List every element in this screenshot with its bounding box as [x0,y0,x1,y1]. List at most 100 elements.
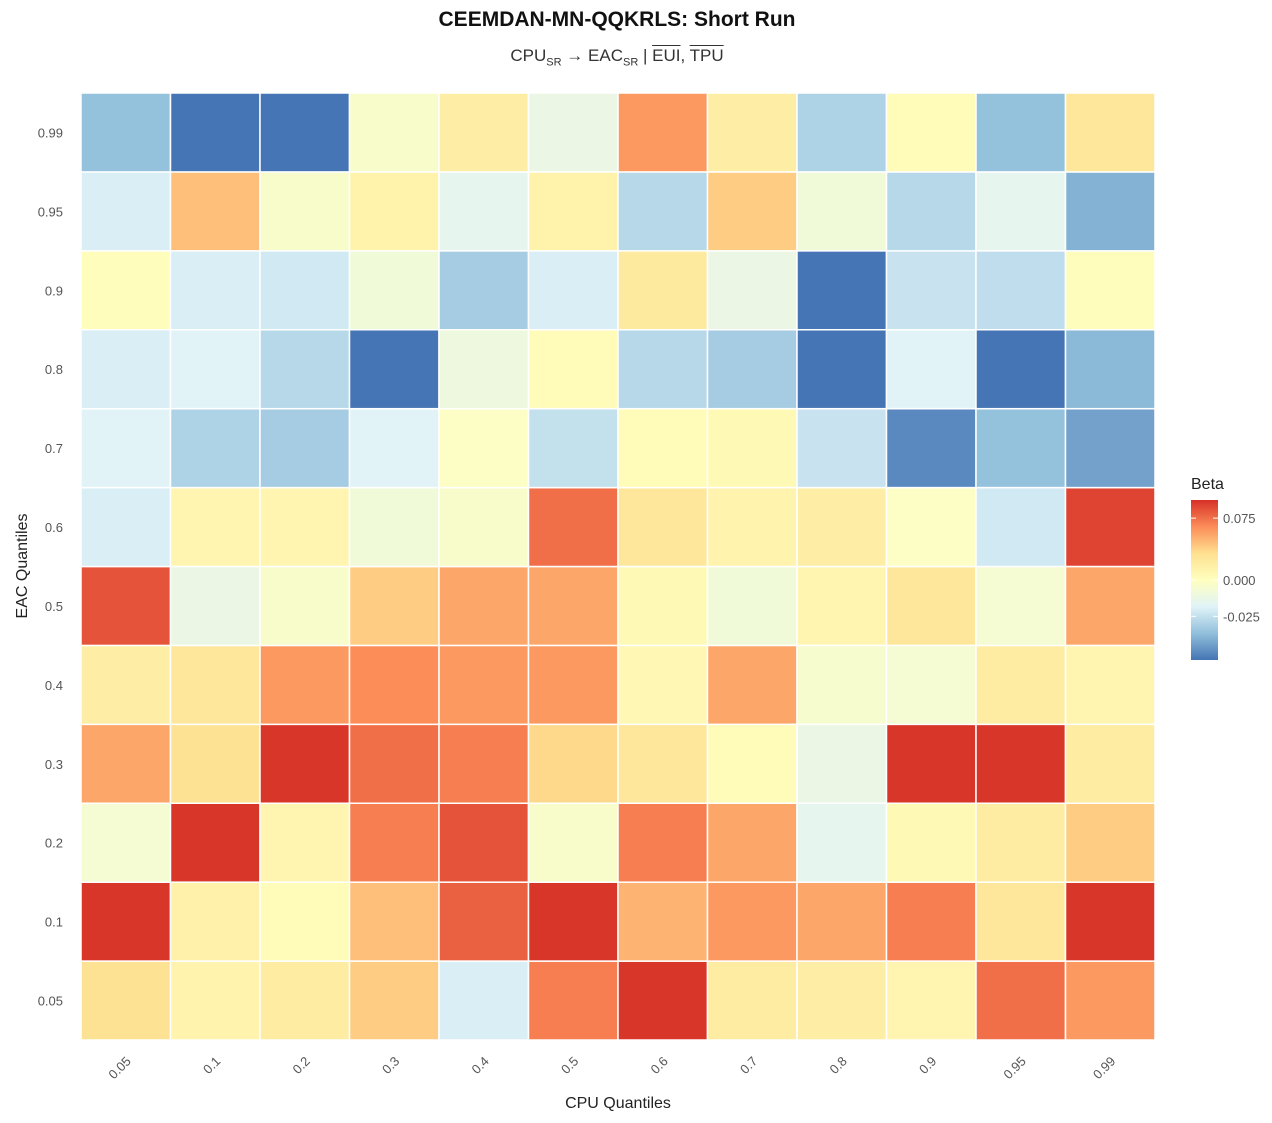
heatmap-cell-x0.5-y0.4 [527,644,619,726]
heatmap-cell-x0.9-y0.8 [885,329,977,410]
heatmap-cell-x0.1-y0.5 [169,565,261,647]
heatmap-cell-x0.2-y0.7 [259,407,351,489]
x-axis-label: CPU Quantiles [565,1095,671,1112]
heatmap-cell-x0.8-y0.8 [796,329,888,410]
heatmap-cell-x0.1-y0.3 [169,723,261,804]
heatmap-cell-x0.99-y0.6 [1064,486,1156,568]
heatmap-cell-x0.5-y0.7 [527,407,619,489]
heatmap-cell-x0.1-y0.1 [169,881,261,962]
heatmap-cell-x0.4-y0.5 [438,565,530,647]
heatmap-cell-x0.9-y0.3 [885,723,977,804]
subtitle-separator: | [643,46,648,65]
x-tick-label: 0.4 [468,1054,491,1077]
subtitle-control-sep: , [680,46,690,65]
subtitle-arrow: → [566,46,584,65]
heatmap-cell-x0.2-y0.5 [259,565,351,647]
heatmap-cell-x0.8-y0.3 [796,723,888,804]
y-tick-label: 0.95 [38,204,63,219]
heatmap-cell-x0.99-y0.9 [1064,250,1156,331]
color-legend: Beta 0.075 0.000 -0.025 [1191,476,1260,660]
heatmap-cell-x0.2-y0.05 [259,960,351,1041]
heatmap-cell-x0.2-y0.1 [259,881,351,962]
heatmap-cell-x0.8-y0.7 [796,407,888,489]
x-tick-label: 0.95 [1000,1054,1029,1083]
heatmap-cell-x0.4-y0.99 [438,92,530,173]
heatmap-cell-x0.8-y0.1 [796,881,888,962]
heatmap-cell-x0.6-y0.05 [617,960,709,1041]
subtitle-control-1: EUI [652,46,681,65]
heatmap-cell-x0.7-y0.2 [706,802,798,883]
heatmap-cell-x0.5-y0.2 [527,802,619,883]
heatmap-cell-x0.6-y0.2 [617,802,709,883]
subtitle-y-var: EAC [588,46,623,65]
heatmap-cell-x0.95-y0.2 [975,802,1067,883]
heatmap-cell-x0.6-y0.99 [617,92,709,173]
chart-subtitle: CPUSR → EACSR | EUI, TPU [0,46,1234,68]
x-tick-label: 0.99 [1090,1054,1119,1083]
heatmap-cell-x0.95-y0.8 [975,329,1067,410]
heatmap-cell-x0.5-y0.05 [527,960,619,1041]
heatmap-cell-x0.5-y0.3 [527,723,619,804]
heatmap-cell-x0.6-y0.6 [617,486,709,568]
heatmap-cell-x0.95-y0.05 [975,960,1067,1041]
heatmap-cell-x0.6-y0.9 [617,250,709,331]
heatmap-cell-x0.8-y0.4 [796,644,888,726]
heatmap-cell-x0.4-y0.9 [438,250,530,331]
heatmap-cell-x0.9-y0.4 [885,644,977,726]
heatmap-cell-x0.4-y0.8 [438,329,530,410]
y-tick-label: 0.4 [45,678,63,693]
heatmap-cell-x0.5-y0.6 [527,486,619,568]
heatmap-cell-x0.05-y0.4 [80,644,172,726]
heatmap-cell-x0.9-y0.05 [885,960,977,1041]
heatmap-cell-x0.95-y0.3 [975,723,1067,804]
heatmap-cell-x0.7-y0.05 [706,960,798,1041]
y-axis-label: EAC Quantiles [14,514,31,619]
y-tick-label: 0.5 [45,599,63,614]
heatmap-cell-x0.99-y0.2 [1064,802,1156,883]
heatmap-cell-x0.3-y0.9 [348,250,440,331]
heatmap-cell-x0.7-y0.8 [706,329,798,410]
heatmap-cell-x0.1-y0.95 [169,171,261,252]
heatmap-cell-x0.05-y0.99 [80,92,172,173]
heatmap-cell-x0.05-y0.6 [80,486,172,568]
heatmap-cell-x0.6-y0.3 [617,723,709,804]
heatmap-cell-x0.9-y0.9 [885,250,977,331]
heatmap-cell-x0.7-y0.4 [706,644,798,726]
heatmap-cell-x0.8-y0.99 [796,92,888,173]
legend-tick-label: 0.000 [1223,573,1256,588]
heatmap-cell-x0.95-y0.9 [975,250,1067,331]
heatmap-cell-x0.4-y0.3 [438,723,530,804]
heatmap-cell-x0.1-y0.7 [169,407,261,489]
heatmap-cell-x0.99-y0.95 [1064,171,1156,252]
heatmap-cell-x0.6-y0.95 [617,171,709,252]
heatmap-cell-x0.5-y0.9 [527,250,619,331]
heatmap-cell-x0.9-y0.7 [885,407,977,489]
heatmap-cell-x0.7-y0.7 [706,407,798,489]
legend-tick-label: 0.075 [1223,511,1256,526]
heatmap-cell-x0.2-y0.99 [259,92,351,173]
heatmap-cell-x0.7-y0.3 [706,723,798,804]
heatmap-cell-x0.1-y0.4 [169,644,261,726]
heatmap-cell-x0.3-y0.6 [348,486,440,568]
heatmap-cell-x0.4-y0.7 [438,407,530,489]
heatmap-cell-x0.8-y0.95 [796,171,888,252]
heatmap-cell-x0.99-y0.1 [1064,881,1156,962]
heatmap-cell-x0.1-y0.05 [169,960,261,1041]
heatmap-cell-x0.1-y0.8 [169,329,261,410]
heatmap-cell-x0.99-y0.3 [1064,723,1156,804]
heatmap-cell-x0.5-y0.99 [527,92,619,173]
legend-tick-label: -0.025 [1223,609,1260,624]
heatmap-cell-x0.2-y0.95 [259,171,351,252]
x-tick-label: 0.1 [200,1054,223,1077]
x-tick-label: 0.8 [826,1054,849,1077]
heatmap-cell-x0.95-y0.5 [975,565,1067,647]
heatmap-cell-x0.4-y0.6 [438,486,530,568]
heatmap-cell-x0.05-y0.95 [80,171,172,252]
x-tick-label: 0.6 [647,1054,670,1077]
heatmap-cell-x0.8-y0.5 [796,565,888,647]
heatmap-cell-x0.05-y0.5 [80,565,172,647]
heatmap-cell-x0.05-y0.2 [80,802,172,883]
heatmap-cell-x0.99-y0.4 [1064,644,1156,726]
heatmap-cell-x0.4-y0.4 [438,644,530,726]
heatmap-cell-x0.95-y0.7 [975,407,1067,489]
